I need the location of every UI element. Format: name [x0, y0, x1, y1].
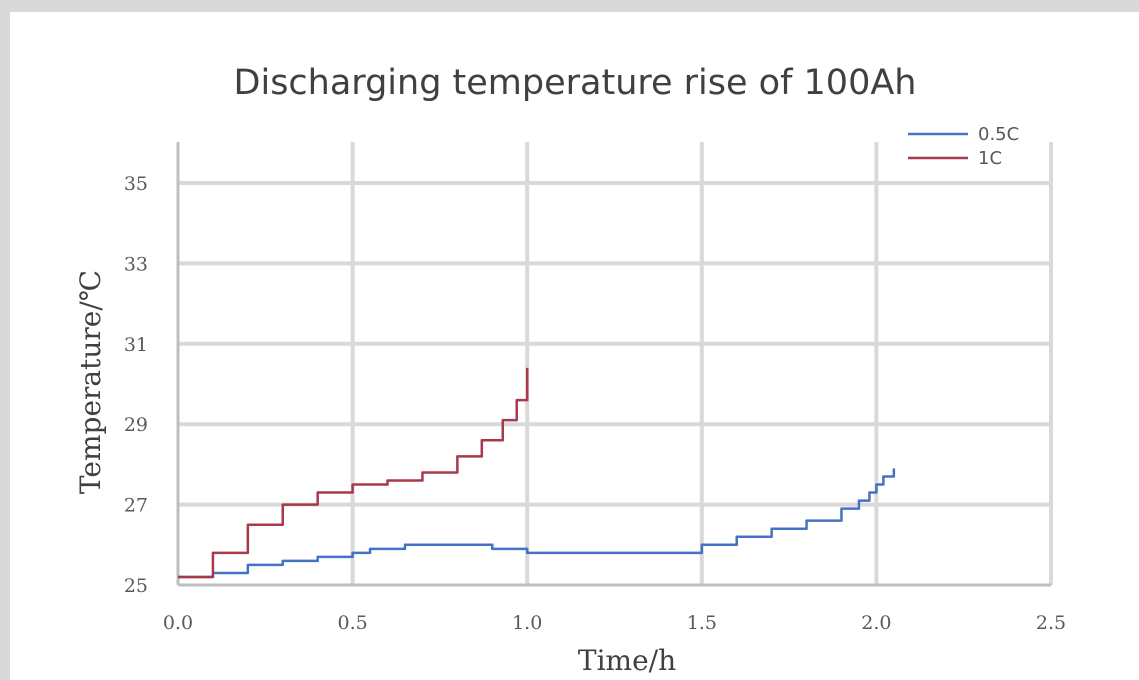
series-line-1C: [178, 367, 529, 579]
x-tick-label: 1.5: [687, 612, 717, 634]
y-tick-label: 31: [124, 334, 148, 356]
x-axis-title: Time/h: [578, 644, 676, 677]
y-tick-label: 29: [124, 414, 148, 436]
x-tick-label: 0.0: [163, 612, 193, 634]
y-tick-label: 35: [124, 173, 148, 195]
tick-labels: 0.0 0.5 1.0 1.5 2.0 2.5 25 27 29 31 33 35: [124, 173, 1066, 634]
y-tick-label: 25: [124, 575, 148, 597]
y-tick-label: 33: [124, 253, 148, 275]
x-tick-label: 2.0: [861, 612, 891, 634]
legend-label-0.5C: 0.5C: [978, 124, 1019, 145]
chart-frame: Discharging temperature rise of 100Ah 0.…: [10, 12, 1139, 680]
series-line-0.5C: [178, 468, 896, 579]
x-tick-label: 0.5: [337, 612, 367, 634]
axes: [176, 142, 1051, 587]
x-tick-label: 2.5: [1036, 612, 1066, 634]
grid: [178, 142, 1053, 585]
y-tick-label: 27: [124, 495, 148, 517]
legend-label-1C: 1C: [978, 148, 1002, 169]
y-axis-title: Temperature/℃: [74, 270, 107, 494]
legend: 0.5C 1C: [908, 124, 1019, 169]
series: [178, 367, 896, 579]
line-chart: Discharging temperature rise of 100Ah 0.…: [74, 63, 1066, 677]
x-tick-label: 1.0: [512, 612, 542, 634]
chart-title: Discharging temperature rise of 100Ah: [234, 63, 917, 103]
